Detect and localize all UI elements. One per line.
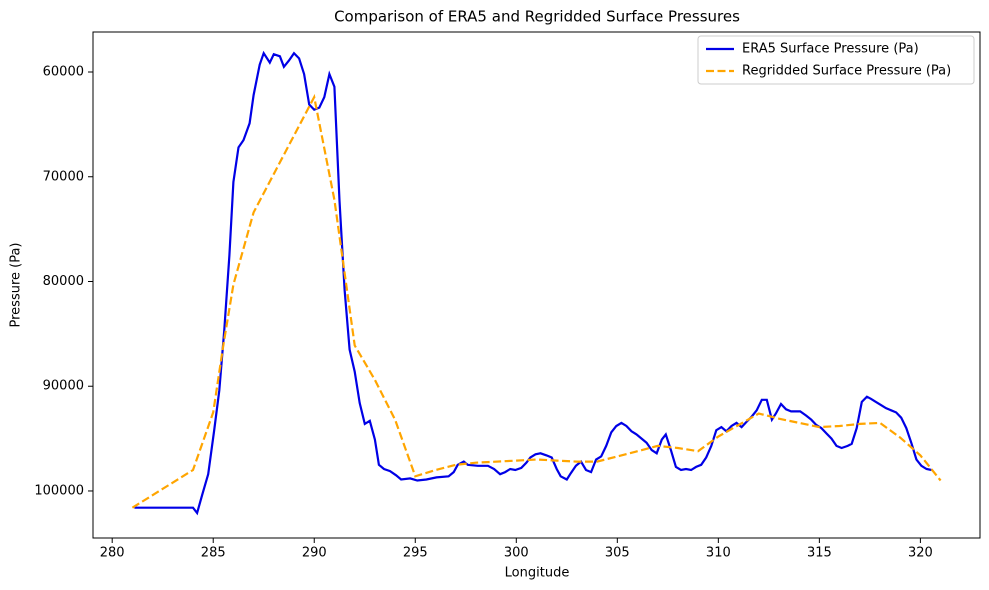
chart-title: Comparison of ERA5 and Regridded Surface… — [334, 8, 740, 26]
x-tick-label: 295 — [403, 546, 428, 561]
legend-label: ERA5 Surface Pressure (Pa) — [742, 42, 919, 57]
x-tick-label: 310 — [706, 546, 731, 561]
y-tick-label: 90000 — [43, 379, 84, 394]
y-tick-label: 60000 — [43, 65, 84, 80]
legend-box — [697, 35, 975, 85]
x-axis-label: Longitude — [505, 566, 570, 581]
legend-label: Regridded Surface Pressure (Pa) — [742, 64, 951, 79]
y-tick-label: 70000 — [43, 169, 84, 184]
x-tick-label: 320 — [908, 546, 933, 561]
plot-frame — [92, 31, 981, 539]
x-tick-label: 300 — [504, 546, 529, 561]
x-tick-label: 290 — [302, 546, 327, 561]
data-line — [131, 93, 942, 509]
x-tick-label: 285 — [201, 546, 226, 561]
y-tick-label: 100000 — [34, 483, 84, 498]
x-tick-label: 280 — [100, 546, 125, 561]
x-tick-label: 315 — [807, 546, 832, 561]
data-line — [134, 50, 932, 516]
x-tick-label: 305 — [605, 546, 630, 561]
y-axis-label: Pressure (Pa) — [9, 242, 24, 327]
y-tick-label: 80000 — [43, 274, 84, 289]
